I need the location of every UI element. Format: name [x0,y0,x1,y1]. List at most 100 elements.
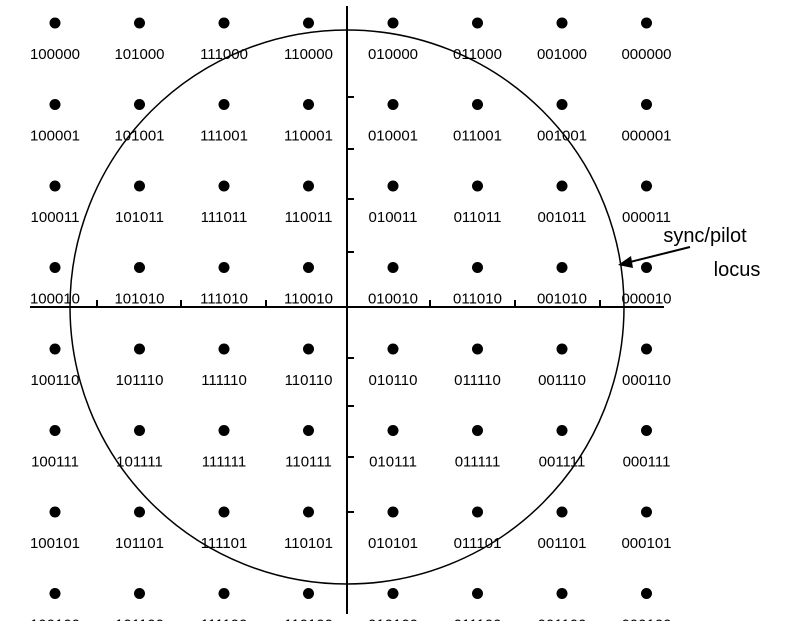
point-label: 000011 [622,209,671,226]
point-dot [472,17,483,29]
constellation-point: 110000 [284,17,333,63]
constellation-point: 001010 [537,262,587,308]
point-label: 001010 [537,291,587,308]
point-label: 100110 [31,372,80,389]
point-dot [134,180,145,192]
point-dot [641,17,652,29]
constellation-point: 010001 [368,99,418,145]
point-dot [556,588,568,599]
point-dot [49,262,61,273]
point-label: 101011 [115,209,164,226]
constellation-point: 101111 [116,425,163,471]
point-label: 010111 [369,454,417,471]
axes [30,6,664,614]
constellation-point: 000110 [622,343,671,389]
point-label: 001000 [537,46,587,63]
point-dot [556,506,568,518]
constellation-point: 011111 [455,425,500,471]
point-label: 101101 [115,535,164,552]
point-dot [387,425,399,436]
point-label: 000111 [623,454,671,471]
point-dot [641,262,652,273]
point-dot [387,99,399,110]
constellation-point: 100101 [30,506,80,552]
constellation-point: 100010 [30,262,80,308]
constellation-point: 111110 [201,343,247,389]
point-label: 001011 [538,209,587,226]
point-dot [49,99,61,110]
constellation-point: 010110 [369,343,417,389]
constellation-point: 010000 [368,17,418,63]
point-label: 000110 [622,372,671,389]
point-label: 011101 [454,535,502,552]
point-label: 111001 [200,128,248,145]
axis-ticks [96,96,601,513]
point-dot [303,588,314,599]
point-dot [134,99,145,110]
point-label: 101000 [114,46,164,63]
point-dot [49,180,61,192]
point-label: 000101 [621,535,671,552]
point-dot [556,180,568,192]
constellation-point: 111011 [201,180,247,226]
point-dot [387,343,399,355]
point-dot [218,262,230,273]
constellation-point: 011011 [454,180,501,226]
point-dot [472,180,483,192]
point-label: 110111 [285,454,332,471]
point-dot [49,506,61,518]
point-dot [556,425,568,436]
constellation-point: 101010 [114,262,165,308]
point-label: 110011 [285,209,333,226]
point-dot [472,343,483,355]
point-dot [641,180,652,192]
constellation-point: 011000 [453,17,502,63]
constellation-point: 001101 [538,506,587,552]
point-dot [472,99,483,110]
point-label: 001101 [538,535,587,552]
point-label: 110101 [284,535,333,552]
point-dot [556,17,568,29]
point-label: 010001 [368,128,418,145]
constellation-point: 100001 [30,99,80,145]
point-label: 110010 [284,291,333,308]
constellation-point: 111111 [202,425,246,471]
constellation-point: 110101 [284,506,333,552]
annotation-label-line1: sync/pilot [663,225,747,247]
point-label: 100001 [30,128,80,145]
point-dot [472,588,483,599]
point-dot [641,99,652,110]
point-label: 111101 [201,535,248,552]
point-dot [472,506,483,518]
constellation-point: 101001 [114,99,165,145]
point-label: 100000 [30,46,80,63]
point-label: 011110 [454,372,501,389]
point-dot [556,262,568,273]
constellation-point: 111001 [200,99,248,145]
point-label: 010000 [368,46,418,63]
point-dot [218,99,230,110]
constellation-point: 101011 [115,180,164,226]
point-dot [303,262,314,273]
point-label: 101001 [114,128,164,145]
point-label: 010011 [369,209,418,226]
point-label: 100011 [31,209,80,226]
constellation-point: 001111 [539,425,585,471]
point-dot [134,588,145,599]
point-label: 111010 [200,291,248,308]
constellation-point: 010111 [369,425,417,471]
point-dot [218,17,230,29]
point-dot [387,506,399,518]
point-label: 011001 [453,128,502,145]
constellation-points: 100000 101000 111000 110000 010000 011000 0010… [30,17,672,626]
point-dot [641,506,652,518]
